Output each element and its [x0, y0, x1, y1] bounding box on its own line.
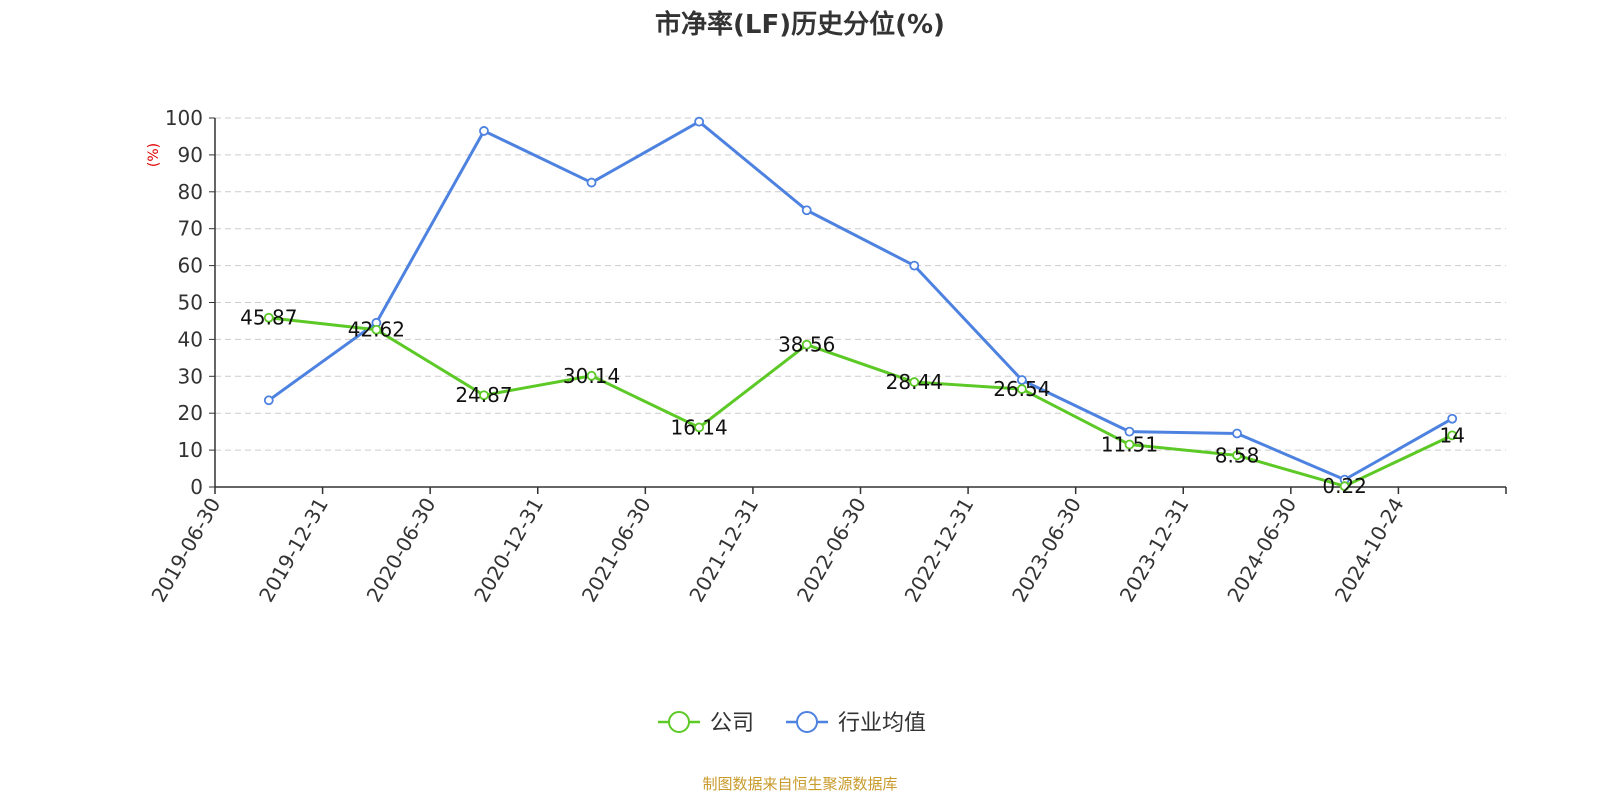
data-point[interactable]: [263, 395, 274, 406]
data-point[interactable]: [1124, 439, 1135, 450]
y-tick-label: 30: [178, 364, 203, 388]
data-label: 16.14: [670, 415, 727, 439]
data-point[interactable]: [909, 377, 920, 387]
series-line-industry: [267, 120, 1453, 482]
y-tick-label: 90: [178, 143, 203, 167]
data-point[interactable]: [801, 205, 812, 216]
data-label: 14: [1439, 423, 1464, 447]
legend: 公司 行业均值: [658, 711, 926, 736]
data-point[interactable]: [1339, 481, 1350, 492]
data-point[interactable]: [801, 339, 812, 350]
data-label: 45.87: [240, 306, 297, 330]
x-tick-label: 2024-06-30: [1222, 494, 1301, 607]
data-label: 0.22: [1322, 474, 1367, 498]
data-point[interactable]: [1232, 450, 1242, 461]
x-tick-label: 2021-12-31: [684, 494, 763, 607]
series-line-company: [268, 316, 1453, 488]
y-tick-label: 80: [178, 180, 203, 204]
data-point[interactable]: [479, 390, 489, 401]
data-point[interactable]: [371, 324, 382, 335]
legend-label: 公司: [710, 711, 754, 736]
data-point[interactable]: [1016, 384, 1027, 394]
x-tick-label: 2022-12-31: [900, 493, 979, 606]
series: [263, 116, 1458, 492]
legend-item-company[interactable]: 公司: [658, 711, 754, 736]
legend-item-industry[interactable]: 行业均值: [786, 711, 926, 736]
x-tick-label: 2022-06-30: [792, 494, 871, 607]
data-label: 42.62: [348, 318, 405, 342]
data-point[interactable]: [1447, 430, 1458, 441]
data-point[interactable]: [1124, 426, 1135, 437]
data-point[interactable]: [1016, 375, 1027, 385]
x-tick-label: 2023-06-30: [1007, 494, 1086, 607]
data-label: 8.58: [1215, 443, 1260, 467]
y-tick-label: 50: [178, 291, 203, 315]
data-point[interactable]: [586, 370, 597, 381]
y-tick-label: 70: [178, 217, 203, 241]
x-tick-label: 2020-12-31: [469, 494, 548, 607]
data-label: 38.56: [778, 333, 835, 357]
data-point[interactable]: [694, 116, 705, 127]
data-label: 30.14: [563, 364, 620, 388]
chart-title: 市净率(LF)历史分位(%): [655, 10, 945, 40]
data-point[interactable]: [694, 422, 705, 433]
x-tick-label: 2023-12-31: [1115, 494, 1194, 607]
data-point[interactable]: [479, 126, 489, 136]
data-point[interactable]: [1232, 428, 1242, 439]
data-point[interactable]: [1447, 413, 1458, 424]
y-tick-label: 40: [178, 327, 203, 351]
data-label: 26.54: [993, 377, 1050, 401]
data-point[interactable]: [909, 260, 920, 271]
legend-marker: [796, 711, 818, 733]
y-axis-title: (%): [146, 143, 162, 167]
data-label: 24.87: [455, 383, 512, 407]
y-tick-label: 100: [165, 106, 203, 130]
data-point[interactable]: [263, 312, 274, 323]
x-tick-label: 2019-12-31: [254, 494, 333, 607]
y-tick-label: 20: [178, 401, 203, 425]
data-point[interactable]: [586, 177, 597, 188]
y-tick-label: 10: [178, 438, 203, 462]
data-labels: 45.87 42.62 24.87 30.14 16.14 38.56 28.44 26.54…: [240, 306, 1465, 498]
data-label: 11.51: [1101, 433, 1158, 457]
data-source-note: 制图数据来自恒生聚源数据库: [702, 775, 898, 793]
legend-marker: [668, 711, 690, 733]
x-tick-label: 2024-10-24: [1330, 494, 1409, 607]
y-tick-label: 60: [178, 254, 203, 278]
grid-lines: [215, 117, 1506, 451]
data-label: 28.44: [886, 370, 943, 394]
x-tick-label: 2020-06-30: [362, 493, 441, 606]
x-tick-label: 2021-06-30: [577, 494, 656, 607]
y-tick-label: 0: [190, 475, 203, 499]
x-tick-label: 2019-06-30: [146, 494, 225, 607]
legend-label: 行业均值: [838, 711, 926, 736]
